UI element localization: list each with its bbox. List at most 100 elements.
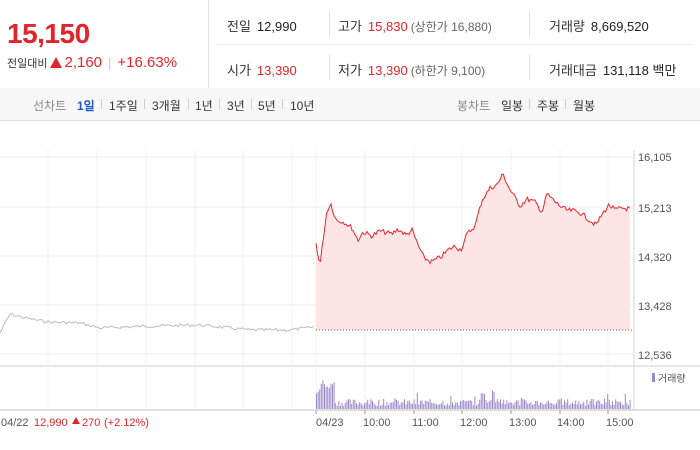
stat-label: 고가 [338,19,362,34]
price-line [315,173,630,265]
divider [144,99,145,109]
change-value: 2,160 [64,54,103,71]
volume-bar [428,401,429,409]
volume-bar [600,403,602,409]
volume-bar [472,405,474,409]
tab-monthly[interactable]: 월봉 [573,99,596,113]
prev-day-line [0,312,315,334]
tab-1y[interactable]: 1년 [195,99,213,113]
prev-date: 04/22 [1,417,29,429]
volume-bar [516,400,517,409]
volume-bar [322,380,324,409]
tab-3y[interactable]: 3년 [227,99,245,113]
divider [217,44,692,45]
stat-label: 전일 [227,19,251,34]
volume-bar [628,405,629,409]
volume-bar [551,403,553,409]
stat-value: 12,990 [256,19,297,34]
volume-bar [367,399,369,409]
lower-limit: (하한가 9,100) [410,64,486,78]
tab-1w[interactable]: 1주일 [109,99,138,113]
stat-value: 15,830 [367,19,408,34]
volume-bar [533,403,535,409]
volume-bar [535,401,537,409]
volume-bar [327,386,329,409]
divider [188,99,189,109]
volume-bar [576,404,578,409]
tab-5y[interactable]: 5년 [258,99,276,113]
divider [251,99,252,109]
volume-bar [500,399,501,409]
volume-bar [458,405,460,409]
volume-bar [328,388,330,409]
volume-bar [471,401,473,409]
volume-bar [316,393,317,409]
volume-bar [536,400,538,409]
x-tick: 11:00 [412,417,439,429]
volume-bar [335,403,337,409]
volume-bar [410,403,412,409]
tab-daily[interactable]: 일봉 [501,99,524,113]
volume-bar [528,403,530,409]
volume-bar [332,384,333,409]
volume-bar [532,404,533,409]
stat-volume: 거래량 8,669,520 [549,16,649,35]
volume-bar [476,405,477,409]
volume-bar [348,399,349,409]
volume-bar [396,399,397,409]
volume-bar [615,399,617,409]
volume-bar [368,404,370,409]
volume-bar [520,397,522,409]
up-triangle-icon [72,417,80,424]
x-tick: 12:00 [460,417,488,429]
stat-value: 13,390 [367,63,408,78]
volume-bar [511,403,513,409]
y-tick: 12,536 [638,350,672,362]
volume-legend-swatch [652,373,655,382]
volume-bar [365,402,367,409]
divider [329,54,330,80]
volume-bar [496,399,498,409]
divider: | [108,55,112,70]
tab-3m[interactable]: 3개월 [152,99,181,113]
volume-bar [324,384,325,409]
volume-bar [450,396,452,409]
volume-bar [416,392,418,409]
volume-bar [402,401,404,409]
volume-bar [359,402,361,409]
volume-bar [468,401,469,409]
tab-weekly[interactable]: 주봉 [537,99,560,113]
tab-1d[interactable]: 1일 [77,99,95,113]
prev-change: 270 [82,417,100,429]
volume-bar [487,403,489,409]
volume-bar [610,405,612,409]
grid [0,150,700,414]
tab-10y[interactable]: 10년 [290,99,315,113]
volume-bar [420,401,421,409]
volume-bar [452,402,453,409]
volume-bar [602,404,604,409]
volume-bar [508,403,509,409]
divider [529,10,530,36]
volume-bar [360,403,362,409]
volume-bar [380,405,381,409]
x-tick: 14:00 [557,417,585,429]
volume-bar [391,402,393,409]
volume-bar [357,404,359,409]
stat-high: 고가 15,830 (상한가 16,880) [338,16,492,35]
volume-bar [570,404,572,409]
volume-bar [565,402,567,409]
volume-bar [559,399,561,409]
volume-bar [464,401,466,409]
volume-bar [503,399,505,409]
stats-panel: 전일 12,990 고가 15,830 (상한가 16,880) 거래량 8,669,5… [209,0,700,88]
x-tick: 04/23 [316,417,344,429]
volume-bar [388,405,389,409]
volume-bar [540,402,541,409]
volume-bar [383,399,385,409]
volume-bar [501,403,503,409]
volume-bar [552,404,554,409]
volume-bar [352,399,354,409]
volume-bar [581,403,583,409]
price-panel: 15,150 전일대비 2,160 | +16.63% [0,0,209,88]
